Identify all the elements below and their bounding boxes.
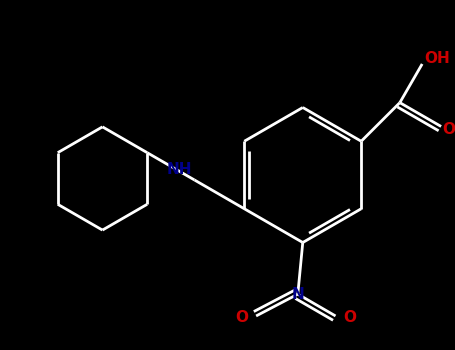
Text: NH: NH (167, 162, 192, 177)
Text: O: O (443, 122, 455, 137)
Text: N: N (292, 287, 304, 302)
Text: O: O (236, 310, 249, 326)
Text: O: O (343, 310, 356, 326)
Text: OH: OH (424, 51, 450, 66)
